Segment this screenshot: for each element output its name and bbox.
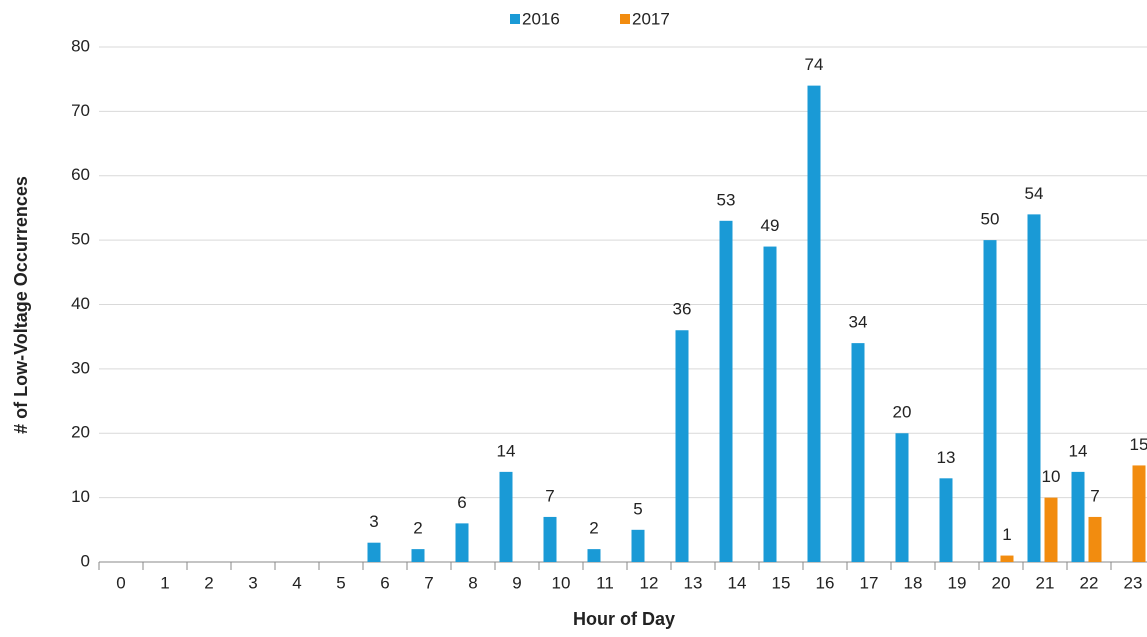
x-tick-label: 0 bbox=[116, 573, 125, 592]
data-label: 10 bbox=[1042, 467, 1061, 486]
data-label: 15 bbox=[1130, 435, 1147, 454]
x-tick-label: 3 bbox=[248, 573, 257, 592]
data-label: 34 bbox=[849, 313, 868, 332]
x-axis-title: Hour of Day bbox=[573, 609, 675, 629]
data-label: 14 bbox=[1069, 441, 1088, 460]
bar bbox=[675, 330, 689, 562]
bar bbox=[499, 471, 513, 562]
x-tick-label: 1 bbox=[160, 573, 169, 592]
x-tick-label: 17 bbox=[860, 573, 879, 592]
data-label: 53 bbox=[717, 190, 736, 209]
data-label: 5 bbox=[633, 499, 642, 518]
y-tick-label: 70 bbox=[71, 101, 90, 120]
x-tick-label: 6 bbox=[380, 573, 389, 592]
x-tick-label: 19 bbox=[948, 573, 967, 592]
y-tick-label: 0 bbox=[81, 551, 90, 570]
legend-label: 2016 bbox=[522, 9, 560, 28]
data-label: 14 bbox=[497, 441, 516, 460]
data-label: 3 bbox=[369, 512, 378, 531]
x-tick-label: 2 bbox=[204, 573, 213, 592]
bar bbox=[719, 220, 733, 562]
x-tick-label: 23 bbox=[1124, 573, 1143, 592]
x-tick-label: 4 bbox=[292, 573, 301, 592]
y-tick-label: 80 bbox=[71, 36, 90, 55]
legend-swatch bbox=[620, 14, 630, 24]
bar bbox=[1044, 497, 1058, 562]
x-tick-label: 11 bbox=[596, 573, 614, 592]
y-tick-label: 20 bbox=[71, 423, 90, 442]
bar bbox=[763, 246, 777, 562]
x-tick-label: 5 bbox=[336, 573, 345, 592]
x-tick-label: 9 bbox=[512, 573, 521, 592]
bar bbox=[1000, 555, 1014, 562]
bar bbox=[631, 529, 645, 562]
y-tick-label: 40 bbox=[71, 294, 90, 313]
data-label: 74 bbox=[805, 55, 824, 74]
data-label: 6 bbox=[457, 493, 466, 512]
y-tick-label: 50 bbox=[71, 230, 90, 249]
bar bbox=[411, 549, 425, 562]
bar bbox=[455, 523, 469, 562]
bar bbox=[587, 549, 601, 562]
bar bbox=[543, 516, 557, 562]
data-label: 7 bbox=[545, 486, 554, 505]
x-tick-label: 12 bbox=[640, 573, 659, 592]
bar bbox=[851, 343, 865, 562]
data-label: 7 bbox=[1090, 486, 1099, 505]
x-tick-label: 18 bbox=[904, 573, 923, 592]
x-tick-label: 10 bbox=[552, 573, 571, 592]
bar bbox=[1071, 471, 1085, 562]
data-label: 49 bbox=[761, 216, 780, 235]
data-label: 50 bbox=[981, 210, 1000, 229]
data-label: 1 bbox=[1002, 525, 1011, 544]
y-tick-label: 10 bbox=[71, 487, 90, 506]
bar bbox=[939, 478, 953, 562]
x-tick-label: 15 bbox=[772, 573, 791, 592]
legend-swatch bbox=[510, 14, 520, 24]
y-tick-label: 60 bbox=[71, 165, 90, 184]
x-tick-label: 21 bbox=[1036, 573, 1055, 592]
x-tick-label: 13 bbox=[684, 573, 703, 592]
x-tick-label: 20 bbox=[992, 573, 1011, 592]
data-label: 2 bbox=[589, 519, 598, 538]
bar bbox=[807, 85, 821, 562]
x-tick-label: 16 bbox=[816, 573, 835, 592]
y-axis-title: # of Low-Voltage Occurrences bbox=[11, 176, 31, 434]
data-label: 20 bbox=[893, 403, 912, 422]
bar bbox=[367, 542, 381, 562]
data-label: 36 bbox=[673, 300, 692, 319]
legend-label: 2017 bbox=[632, 9, 670, 28]
bar bbox=[895, 433, 909, 562]
x-tick-label: 7 bbox=[424, 573, 433, 592]
bar bbox=[1027, 214, 1041, 562]
bar bbox=[983, 240, 997, 562]
data-label: 13 bbox=[937, 448, 956, 467]
x-tick-label: 14 bbox=[728, 573, 747, 592]
y-tick-label: 30 bbox=[71, 358, 90, 377]
bar bbox=[1132, 465, 1146, 562]
data-label: 54 bbox=[1025, 184, 1044, 203]
data-label: 2 bbox=[413, 519, 422, 538]
x-tick-label: 22 bbox=[1080, 573, 1099, 592]
x-tick-label: 8 bbox=[468, 573, 477, 592]
bar bbox=[1088, 516, 1102, 562]
